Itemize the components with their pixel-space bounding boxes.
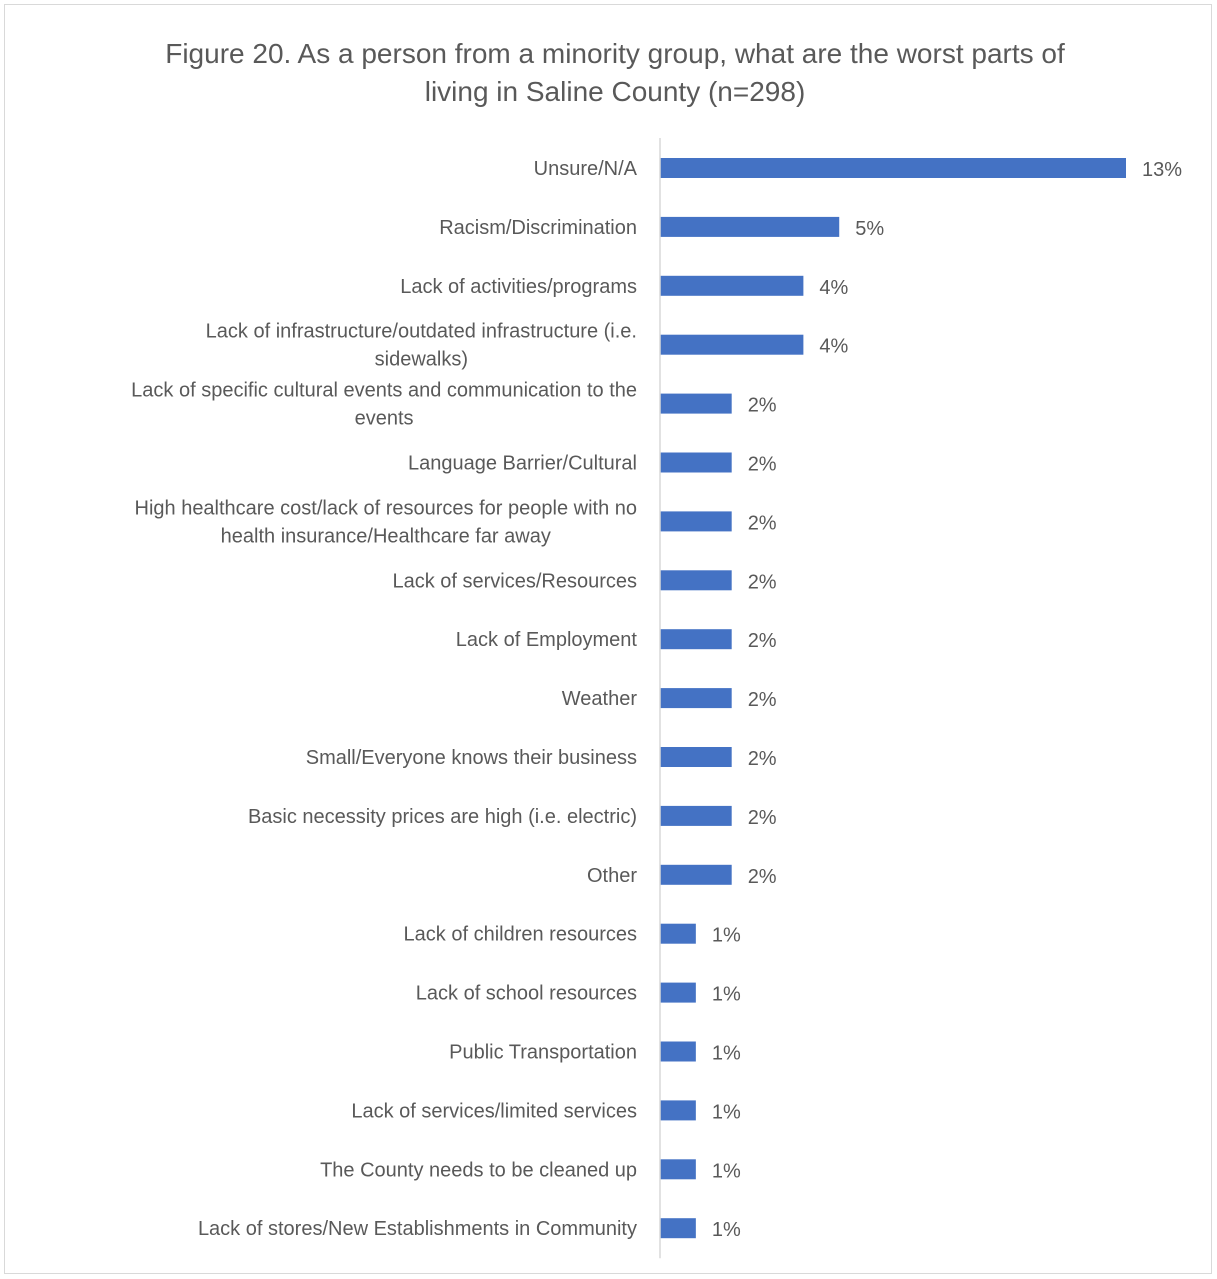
category-label-3-line-1: Lack of activities/programs <box>400 276 637 298</box>
category-label-5-line-2: events <box>355 408 414 430</box>
category-label-7-line-1: High healthcare cost/lack of resources f… <box>135 497 638 519</box>
category-label-10: Weather <box>562 688 638 710</box>
category-label-13: Other <box>587 865 637 887</box>
data-label-13: 2% <box>748 866 777 888</box>
category-label-4-line-1: Lack of infrastructure/outdated infrastr… <box>206 321 637 343</box>
category-label-12: Basic necessity prices are high (i.e. el… <box>248 806 637 828</box>
bar-14 <box>660 923 696 944</box>
data-label-15: 1% <box>712 984 741 1006</box>
chart-title-line-2: living in Saline County (n=298) <box>424 76 806 107</box>
category-label-14: Lack of children resources <box>404 924 637 946</box>
category-label-8-line-1: Lack of services/Resources <box>392 570 637 592</box>
chart-title-line-1: Figure 20. As a person from a minority g… <box>165 38 1065 69</box>
chart-title: Figure 20. As a person from a minority g… <box>65 35 1165 111</box>
data-label-8: 2% <box>748 571 777 593</box>
category-label-19-line-1: Lack of stores/New Establishments in Com… <box>198 1218 637 1240</box>
bar-15 <box>660 982 696 1003</box>
data-label-3: 4% <box>819 277 848 299</box>
category-label-4: Lack of infrastructure/outdated infrastr… <box>206 321 637 371</box>
bar-1 <box>660 158 1126 178</box>
category-label-1: Unsure/N/A <box>534 158 638 180</box>
bar-12 <box>660 805 732 826</box>
data-label-2: 5% <box>855 218 884 240</box>
category-label-15: Lack of school resources <box>416 983 637 1005</box>
category-label-3: Lack of activities/programs <box>400 276 637 298</box>
category-label-11: Small/Everyone knows their business <box>306 747 637 769</box>
data-label-12: 2% <box>748 807 777 829</box>
bar-11 <box>660 747 732 767</box>
bar-16 <box>660 1041 696 1062</box>
data-label-18: 1% <box>712 1160 741 1182</box>
data-label-17: 1% <box>712 1101 741 1123</box>
bar-7 <box>660 511 732 532</box>
data-labels-group: 13% 5% 4% 4% 2% 2% 2% 2% 2% 2% 2% 2% 2% 1% 1% 1% 1% 1% 1% <box>712 159 1182 1241</box>
category-label-2: Racism/Discrimination <box>439 217 637 239</box>
category-label-11-line-1: Small/Everyone knows their business <box>306 747 637 769</box>
category-label-17: Lack of services/limited services <box>351 1100 637 1122</box>
category-label-12-line-1: Basic necessity prices are high (i.e. el… <box>248 806 637 828</box>
category-label-6: Language Barrier/Cultural <box>408 453 637 475</box>
data-label-4: 4% <box>819 336 848 358</box>
category-label-17-line-1: Lack of services/limited services <box>351 1100 637 1122</box>
bar-13 <box>660 864 732 885</box>
bar-6 <box>660 452 732 473</box>
bar-10 <box>660 688 732 709</box>
bar-18 <box>660 1159 696 1180</box>
category-label-9-line-1: Lack of Employment <box>456 629 638 651</box>
category-label-8: Lack of services/Resources <box>392 570 637 592</box>
data-label-9: 2% <box>748 630 777 652</box>
category-label-1-line-1: Unsure/N/A <box>534 158 638 180</box>
category-label-5: Lack of specific cultural events and com… <box>131 380 637 430</box>
data-label-16: 1% <box>712 1043 741 1065</box>
category-label-16: Public Transportation <box>449 1042 637 1064</box>
bar-5 <box>660 393 732 414</box>
category-label-4-line-2: sidewalks) <box>375 349 468 371</box>
data-label-7: 2% <box>748 512 777 534</box>
category-label-16-line-1: Public Transportation <box>449 1042 637 1064</box>
category-label-13-line-1: Other <box>587 865 637 887</box>
category-label-7-line-2: health insurance/Healthcare far away <box>221 525 551 547</box>
data-label-5: 2% <box>748 395 777 417</box>
category-label-6-line-1: Language Barrier/Cultural <box>408 453 637 475</box>
data-label-10: 2% <box>748 689 777 711</box>
data-label-11: 2% <box>748 748 777 770</box>
category-label-5-line-1: Lack of specific cultural events and com… <box>131 380 637 402</box>
category-label-9: Lack of Employment <box>456 629 638 651</box>
category-label-10-line-1: Weather <box>562 688 638 710</box>
category-label-15-line-1: Lack of school resources <box>416 983 637 1005</box>
category-label-19: Lack of stores/New Establishments in Com… <box>198 1218 637 1240</box>
data-label-6: 2% <box>748 454 777 476</box>
category-label-18-line-1: The County needs to be cleaned up <box>320 1159 637 1181</box>
category-label-14-line-1: Lack of children resources <box>404 924 637 946</box>
category-label-2-line-1: Racism/Discrimination <box>439 217 637 239</box>
chart-frame: Figure 20. As a person from a minority g… <box>4 4 1212 1274</box>
bar-4 <box>660 334 804 355</box>
data-label-14: 1% <box>712 925 741 947</box>
data-label-19: 1% <box>712 1219 741 1241</box>
category-labels-group: Unsure/N/A Racism/Discrimination Lack of a… <box>131 158 637 1240</box>
bar-3 <box>660 275 804 296</box>
bar-9 <box>660 629 732 650</box>
data-label-1: 13% <box>1142 159 1182 181</box>
bar-17 <box>660 1100 696 1121</box>
category-label-7: High healthcare cost/lack of resources f… <box>135 497 638 547</box>
category-label-18: The County needs to be cleaned up <box>320 1159 637 1181</box>
bar-8 <box>660 570 732 591</box>
bars-group <box>660 158 1126 1239</box>
bar-19 <box>660 1218 696 1239</box>
bar-2 <box>660 216 840 237</box>
